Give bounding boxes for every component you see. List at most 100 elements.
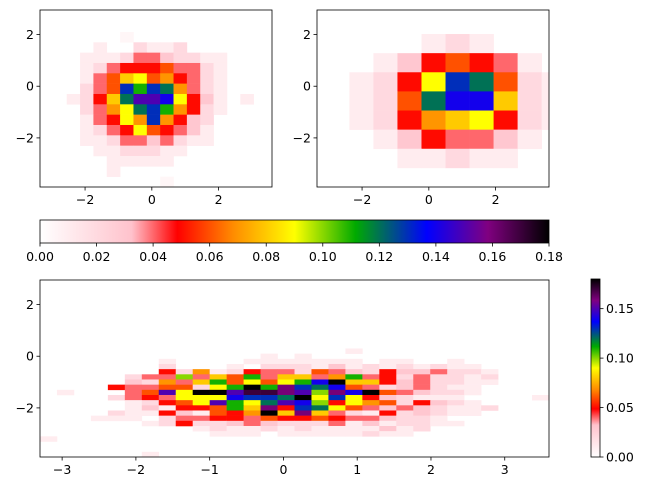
- heatmap-cell: [379, 425, 397, 432]
- heatmap-cell: [277, 363, 295, 370]
- heatmap-cell: [141, 374, 160, 380]
- heatmap-cell: [120, 93, 134, 105]
- heatmap-cell: [328, 420, 346, 427]
- heatmap-cell: [146, 104, 161, 115]
- heatmap-cell: [141, 394, 160, 401]
- heatmap-top-left: −2 0 2 −2 0 2: [16, 9, 273, 207]
- colorbar-horizontal: 0.00 0.02 0.04 0.06 0.08 0.10 0.12 0.14 0.16 0.18: [26, 219, 563, 264]
- heatmap-cell: [397, 129, 422, 150]
- heatmap-cell: [294, 369, 312, 375]
- heatmap-cell: [226, 410, 244, 416]
- heatmap-cell: [413, 369, 431, 375]
- heatmap-cell: [160, 124, 174, 136]
- x-tick-label: −1: [200, 462, 218, 477]
- heatmap-cell: [173, 52, 188, 64]
- heatmap-cell: [243, 425, 261, 432]
- heatmap-cell: [379, 405, 397, 411]
- colorbar-tick-label: 0.15: [606, 301, 634, 316]
- heatmap-cell: [160, 83, 174, 95]
- heatmap-cell: [192, 425, 210, 432]
- heatmap-cell: [209, 425, 227, 432]
- heatmap-cell: [93, 73, 108, 84]
- heatmap-cell: [106, 93, 121, 105]
- heatmap-cell: [133, 52, 148, 64]
- heatmap-cell: [294, 425, 312, 432]
- heatmap-cell: [175, 400, 193, 406]
- heatmap-cell: [373, 53, 398, 73]
- heatmap-cell: [226, 374, 244, 380]
- heatmap-cell: [311, 431, 329, 437]
- heatmap-cell: [345, 348, 363, 354]
- heatmap-cell: [120, 52, 134, 64]
- heatmap-cell: [373, 110, 398, 130]
- heatmap-cell: [141, 389, 160, 396]
- heatmap-cell: [209, 405, 227, 411]
- heatmap-cell: [345, 374, 363, 380]
- heatmap-cell: [175, 394, 193, 401]
- colorbar-gradient: [40, 220, 549, 243]
- heatmap-cell: [120, 135, 134, 146]
- heatmap-cell: [93, 83, 108, 95]
- heatmap-cell: [328, 425, 346, 432]
- heatmap-cell: [328, 415, 346, 422]
- heatmap-cell: [277, 400, 295, 406]
- heatmap-cell: [413, 415, 431, 422]
- heatmap-cell: [413, 425, 431, 432]
- heatmap-cell: [80, 93, 94, 105]
- heatmap-cell: [396, 420, 414, 427]
- heatmap-cell: [469, 34, 494, 54]
- heatmap-cell: [146, 135, 161, 146]
- heatmap-cell: [243, 405, 261, 411]
- heatmap-cell: [469, 148, 494, 169]
- heatmap-cell: [397, 110, 422, 130]
- heatmap-cell: [481, 369, 499, 375]
- heatmap-cell: [173, 42, 188, 53]
- heatmap-cell: [141, 400, 160, 406]
- heatmap-cell: [345, 415, 363, 422]
- heatmap-cell: [396, 394, 414, 401]
- heatmap-cell: [311, 389, 329, 396]
- heatmap-cell: [120, 31, 134, 43]
- heatmap-cell: [192, 394, 210, 401]
- heatmap-cell: [469, 91, 494, 111]
- heatmap-cell: [396, 384, 414, 391]
- heatmap-cell: [226, 389, 244, 396]
- heatmap-cell: [186, 135, 201, 146]
- heatmap-cell: [328, 369, 346, 375]
- heatmap-cell: [209, 379, 227, 385]
- heatmap-cell: [345, 379, 363, 385]
- heatmap-cell: [158, 369, 177, 375]
- heatmap-cell: [430, 374, 448, 380]
- heatmap-cell: [226, 431, 244, 437]
- colorbar-tick-label: 0.10: [309, 249, 337, 264]
- heatmap-cell: [133, 155, 148, 167]
- heatmap-cell: [493, 110, 518, 130]
- heatmap-cell: [186, 114, 201, 126]
- x-tick-label: 2: [215, 192, 223, 207]
- heatmap-cell: [396, 410, 414, 416]
- heatmap-cell: [277, 410, 295, 416]
- heatmap-cell: [260, 384, 278, 391]
- heatmap-cell: [345, 400, 363, 406]
- heatmap-cell: [493, 91, 518, 111]
- heatmap-cell: [146, 52, 161, 64]
- heatmap-cell: [277, 389, 295, 396]
- heatmap-cell: [243, 420, 261, 427]
- x-tick-label: 2: [427, 462, 435, 477]
- heatmap-cell: [146, 73, 161, 84]
- heatmap-cell: [107, 384, 126, 391]
- heatmap-cell: [349, 72, 374, 92]
- heatmap-cell: [430, 394, 448, 401]
- heatmap-cell: [328, 384, 346, 391]
- heatmap-cell: [93, 42, 108, 53]
- heatmap-cell: [80, 52, 94, 64]
- heatmap-cell: [464, 410, 482, 416]
- heatmap-cell: [294, 400, 312, 406]
- heatmap-cell: [413, 410, 431, 416]
- heatmap-cell: [260, 369, 278, 375]
- heatmap-cell: [186, 124, 201, 136]
- heatmap-cell: [447, 369, 465, 375]
- heatmap-cell: [146, 155, 161, 167]
- heatmap-cell: [345, 363, 363, 370]
- heatmap-cell: [447, 374, 465, 380]
